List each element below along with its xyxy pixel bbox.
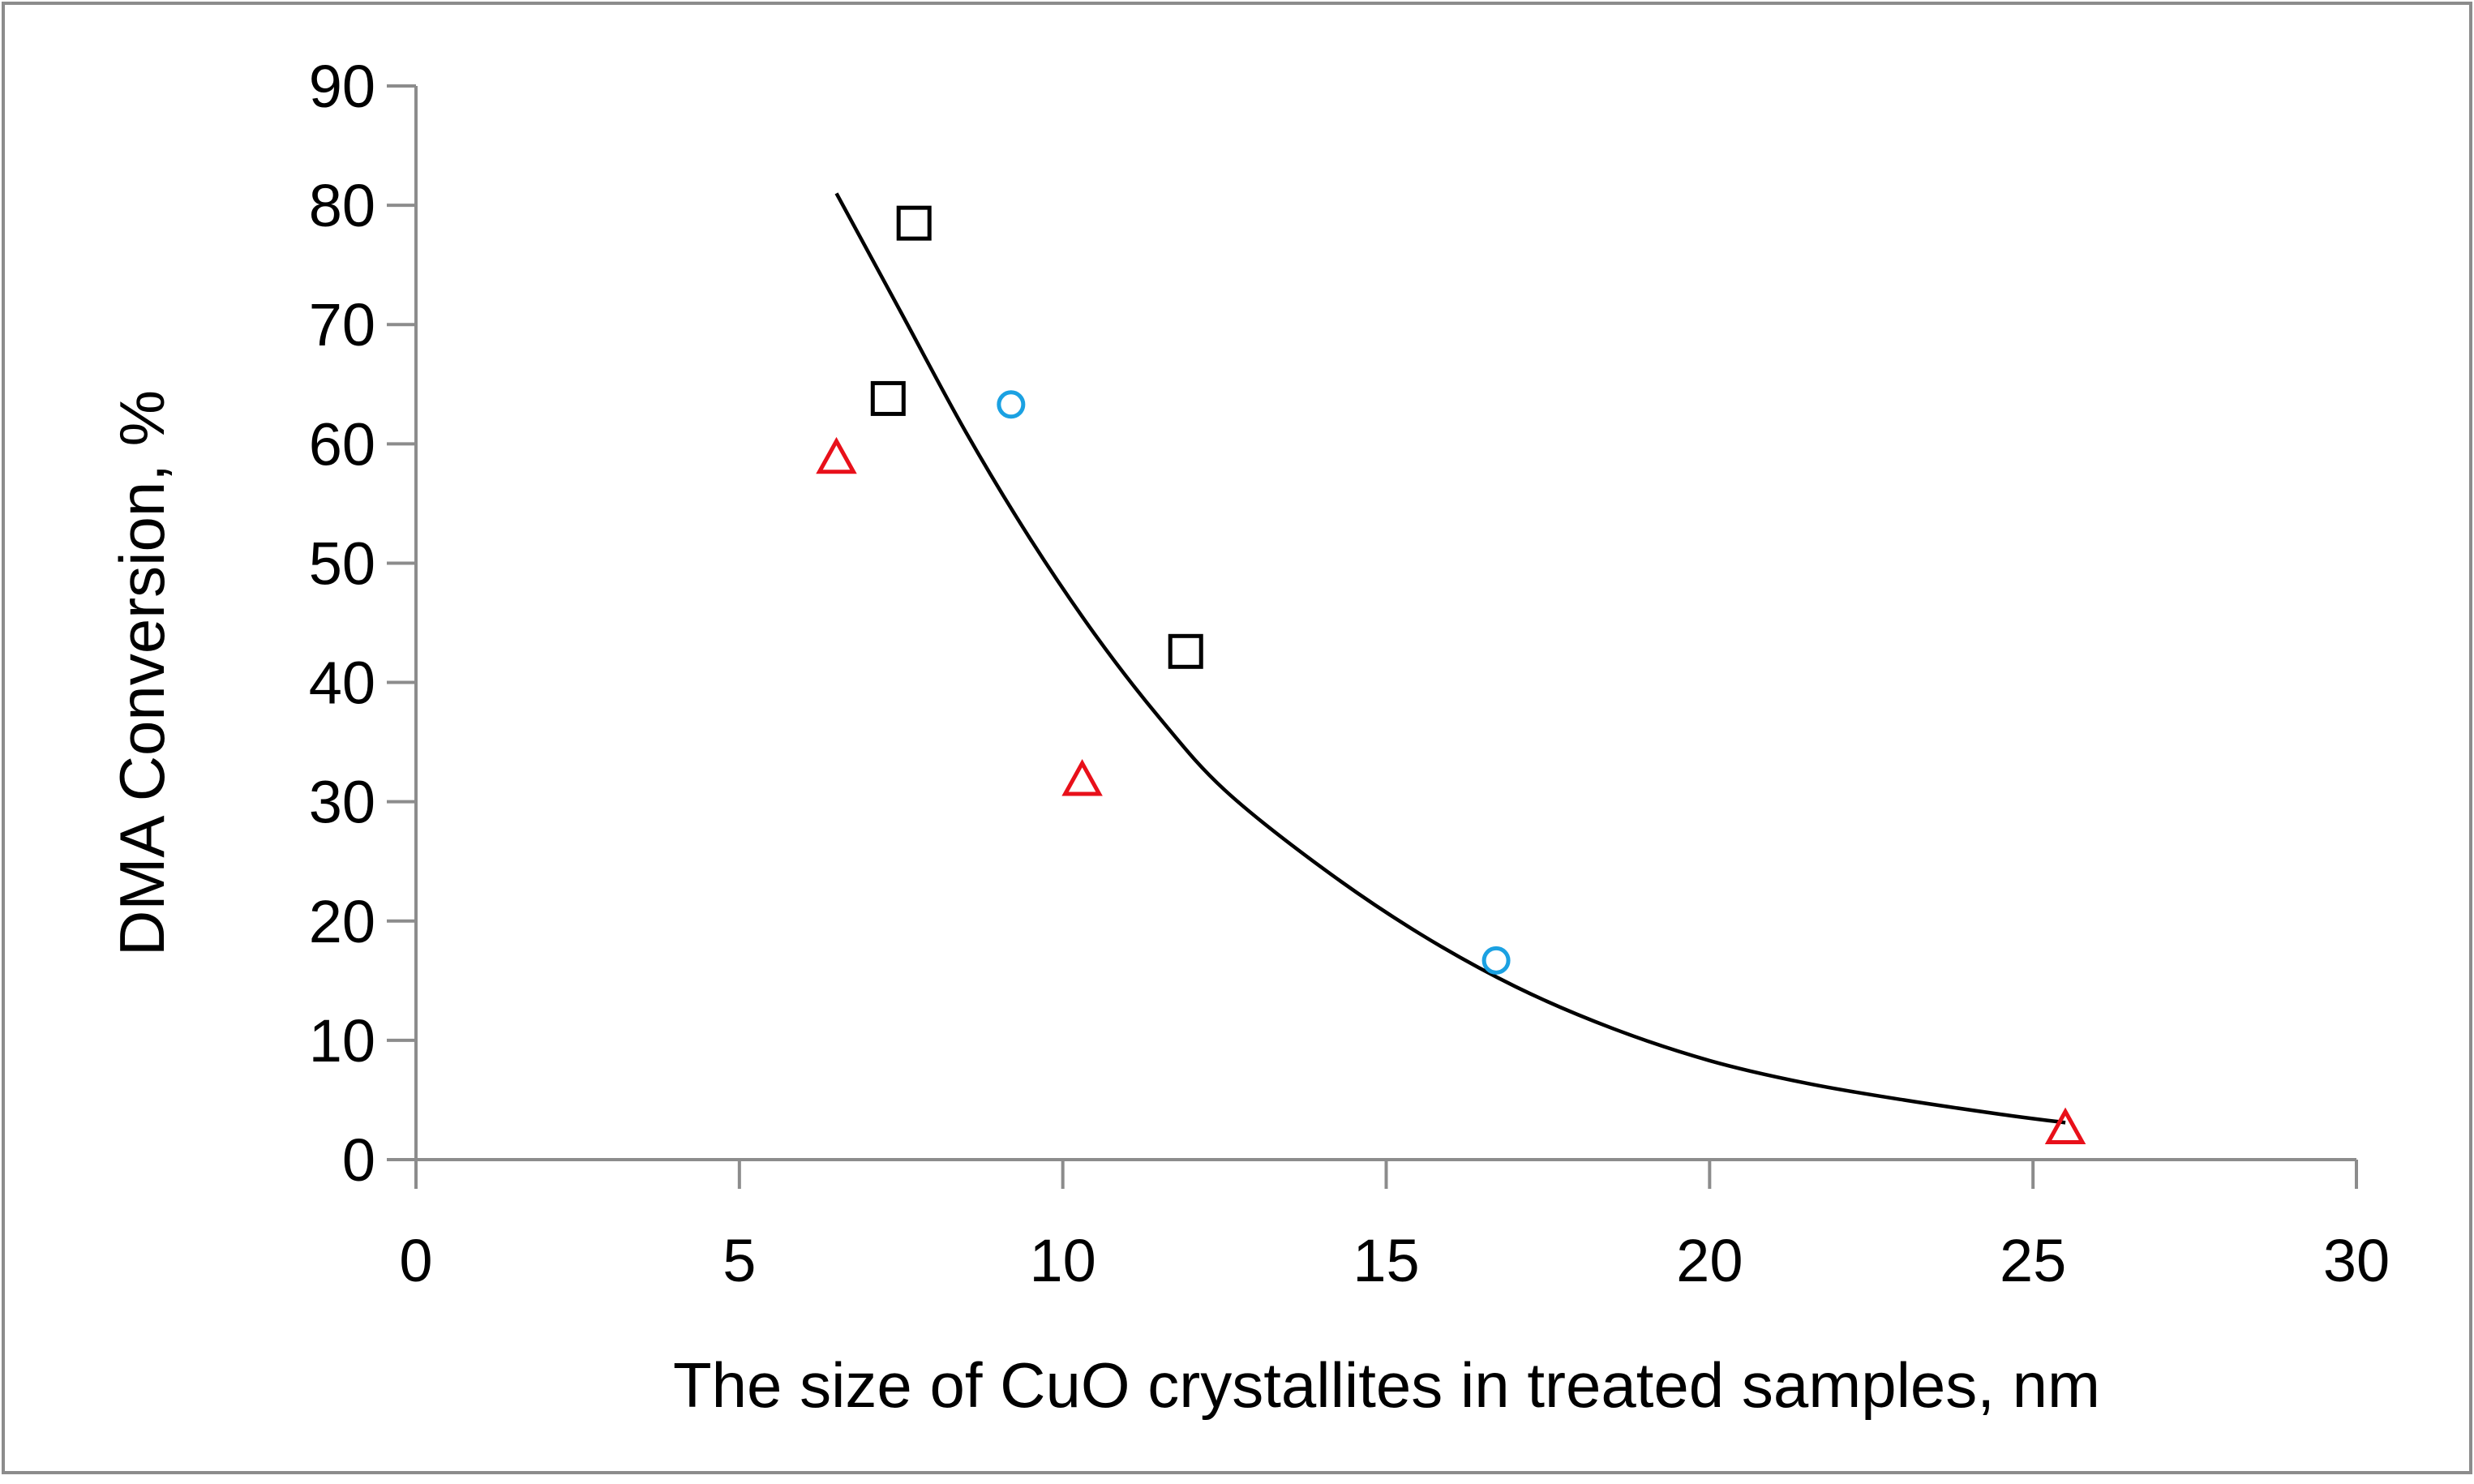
triangle-marker [816, 436, 857, 474]
trendline [834, 192, 2066, 1125]
x-tick-label: 15 [1353, 1227, 1419, 1294]
y-tick-label: 60 [309, 410, 375, 478]
x-axis: 0 5 10 15 20 25 30 [399, 1158, 2390, 1294]
x-tick-label: 25 [2000, 1227, 2066, 1294]
y-tick-label: 30 [309, 769, 375, 836]
x-tick-label: 10 [1030, 1227, 1096, 1294]
y-tick-label: 90 [309, 53, 375, 120]
x-tick-label: 30 [2323, 1227, 2390, 1294]
square-marker [896, 205, 932, 241]
x-tick-label: 5 [722, 1227, 756, 1294]
x-tick-label: 0 [399, 1227, 432, 1294]
triangle-marker [2044, 1107, 2086, 1145]
y-tick-label: 50 [309, 530, 375, 597]
x-axis-title: The size of CuO crystallites in treated … [673, 1349, 2100, 1421]
y-tick-label: 10 [309, 1007, 375, 1074]
circle-marker [997, 390, 1026, 419]
y-tick-label: 80 [309, 172, 375, 239]
y-axis-title: DMA Conversion, % [106, 390, 178, 956]
y-tick-label: 40 [309, 650, 375, 717]
square-marker [1168, 633, 1203, 669]
circle-marker [1481, 946, 1511, 975]
triangle-marker [1061, 759, 1103, 796]
y-tick-label: 70 [309, 291, 375, 358]
square-marker [870, 380, 906, 416]
y-tick-label: 0 [342, 1126, 375, 1194]
plot-area [816, 192, 2086, 1145]
y-axis: 0 10 20 30 40 50 60 70 80 90 [309, 53, 418, 1194]
x-tick-label: 20 [1676, 1227, 1743, 1294]
y-tick-label: 20 [309, 888, 375, 955]
